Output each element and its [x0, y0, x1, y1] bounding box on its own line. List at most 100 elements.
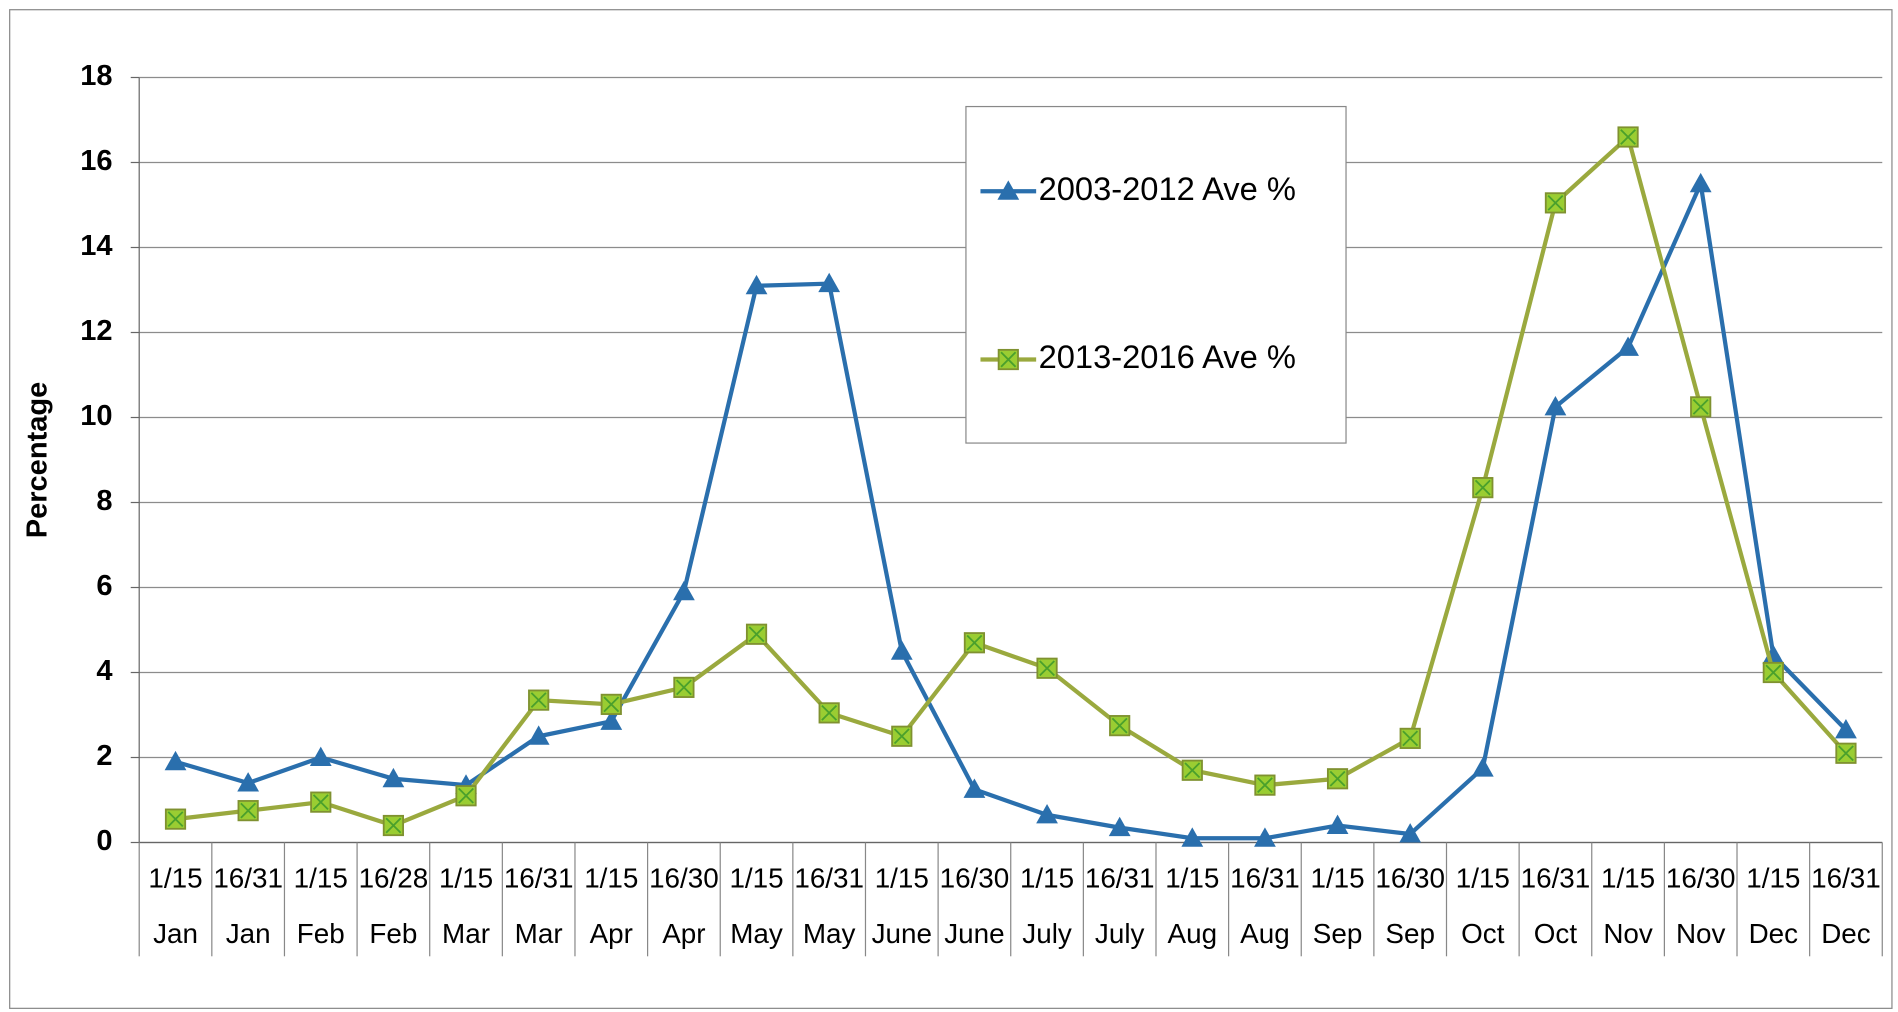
x-tick-label: 1/15 [1020, 862, 1074, 893]
x-tick-label: 16/30 [649, 862, 719, 893]
data-point [1617, 126, 1639, 148]
x-tick-label: Nov [1676, 918, 1726, 949]
legend-label: 2013-2016 Ave % [1039, 338, 1296, 375]
x-tick-label: 1/15 [584, 862, 638, 893]
marker-cross [1765, 664, 1782, 681]
x-tick-label: 16/30 [1666, 862, 1736, 893]
data-point [673, 580, 695, 601]
marker-cross [458, 787, 474, 804]
x-tick-label: 16/31 [794, 862, 864, 893]
data-point [1835, 718, 1857, 739]
marker-cross [1329, 770, 1346, 787]
x-tick-label: 16/28 [359, 862, 429, 893]
y-tick-label: 0 [96, 825, 112, 857]
data-point [1108, 816, 1131, 837]
x-tick-label: Oct [1461, 918, 1505, 949]
x-tick-label: 1/15 [1601, 862, 1655, 893]
y-tick-label: 8 [96, 485, 112, 517]
data-point [164, 808, 187, 830]
x-tick-label: 16/31 [1230, 862, 1300, 893]
x-tick-label: 1/15 [1456, 862, 1510, 893]
series [164, 126, 1857, 837]
x-tick-label: June [944, 918, 1004, 949]
legend: 2003-2012 Ave % 2013-2016 Ave % [965, 105, 1347, 444]
data-point [455, 785, 477, 807]
x-tick-label: Jan [153, 918, 198, 949]
marker-cross [1111, 717, 1128, 734]
x-tick-label: Apr [590, 918, 633, 949]
x-tick-label: Jan [226, 918, 271, 949]
marker-cross [167, 811, 184, 828]
x-tick-label: May [803, 918, 856, 949]
data-point [818, 702, 840, 724]
data-point [745, 274, 768, 295]
marker-cross [893, 728, 910, 745]
x-tick-label: 16/31 [1811, 862, 1881, 893]
x-tick-label: 1/15 [1746, 862, 1800, 893]
x-tick-label: 1/15 [1165, 862, 1219, 893]
marker-cross [1402, 730, 1419, 747]
y-tick-label: 18 [80, 60, 112, 92]
data-point [1762, 661, 1784, 684]
marker-cross [603, 696, 620, 713]
data-point [528, 689, 550, 711]
data-point [1254, 774, 1276, 796]
data-point [1471, 757, 1494, 777]
x-tick-label: June [872, 918, 932, 949]
data-point [1036, 657, 1058, 679]
data-point [890, 640, 913, 660]
x-tick-label: Oct [1534, 918, 1578, 949]
x-tick-label: Sep [1313, 918, 1363, 949]
data-point [1326, 768, 1349, 790]
x-tick-label: Aug [1240, 918, 1290, 949]
data-point [600, 710, 623, 730]
x-tick-label: Dec [1749, 918, 1799, 949]
x-tick-label: Mar [515, 918, 563, 949]
y-tick-label: 6 [96, 570, 112, 602]
data-point [1399, 823, 1422, 843]
legend-label: 2003-2012 Ave % [1039, 170, 1296, 207]
x-tick-label: July [1022, 918, 1072, 949]
data-point [1835, 742, 1857, 764]
x-tick-label: 1/15 [875, 862, 929, 893]
y-tick-label: 14 [80, 230, 112, 262]
y-tick-label: 4 [96, 655, 112, 687]
marker-cross [748, 626, 765, 643]
data-point [673, 676, 695, 698]
data-point [745, 623, 768, 645]
data-point [1617, 336, 1639, 356]
x-tick-label: Feb [369, 918, 417, 949]
data-point [963, 778, 986, 798]
data-point [1399, 727, 1421, 749]
data-point [1544, 395, 1567, 416]
x-tick-label: 16/30 [940, 862, 1010, 893]
marker-cross [1547, 194, 1564, 211]
data-point [1689, 172, 1712, 193]
x-tick-label: 16/31 [1521, 862, 1591, 893]
data-point [1181, 759, 1203, 781]
marker-cross [1838, 745, 1854, 762]
data-point [1036, 803, 1058, 824]
marker-cross [385, 817, 402, 834]
y-tick-label: 10 [80, 400, 112, 432]
series-line [174, 176, 1848, 841]
x-tick-label: Aug [1168, 918, 1218, 949]
chart-border [9, 9, 1893, 1009]
marker-cross [1474, 479, 1491, 496]
data-point [818, 272, 841, 293]
data-point [310, 791, 332, 813]
x-tick-label: Mar [442, 918, 490, 949]
x-tick-label: Nov [1603, 918, 1653, 949]
data-point [382, 814, 404, 837]
data-point [1254, 827, 1276, 847]
x-tick-label: 1/15 [1310, 862, 1364, 893]
marker-cross [1620, 129, 1636, 145]
data-point [1326, 814, 1349, 834]
data-point [527, 725, 550, 745]
x-tick-label: July [1095, 918, 1145, 949]
x-tick-label: 1/15 [148, 862, 202, 893]
data-point [382, 767, 405, 788]
marker-cross [821, 704, 838, 721]
data-point [963, 632, 986, 654]
series [164, 172, 1857, 847]
